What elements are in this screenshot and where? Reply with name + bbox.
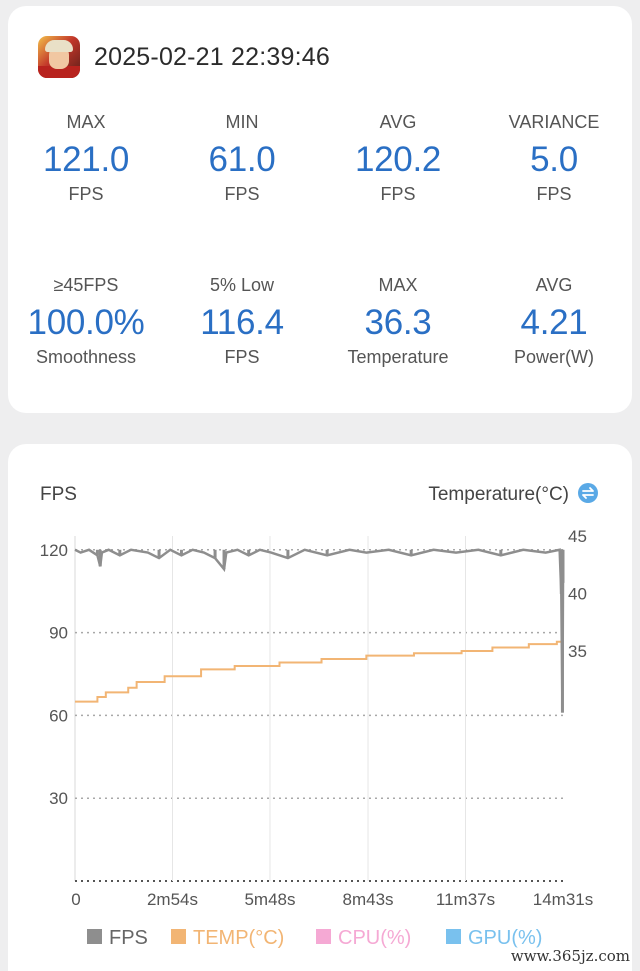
stat-unit: FPS	[536, 184, 572, 204]
x-tick-label: 14m31s	[533, 890, 593, 909]
stat-max-temperature: MAX 36.3 Temperature	[320, 273, 476, 369]
stat-min-fps: MIN 61.0 FPS	[164, 110, 320, 206]
stat-5pct-low: 5% Low 116.4 FPS	[164, 273, 320, 369]
stat-max-fps: MAX 121.0 FPS	[8, 110, 164, 206]
stat-value: 5.0	[530, 140, 578, 179]
legend-swatch	[446, 929, 461, 944]
legend-item-fps: FPS	[87, 927, 148, 949]
stat-smoothness: ≥45FPS 100.0% Smoothness	[8, 273, 164, 369]
stat-label: 5% Low	[209, 275, 275, 295]
stat-label: MIN	[225, 112, 259, 132]
y-right-tick-label: 35	[568, 642, 587, 661]
session-header: 2025-02-21 22:39:46	[38, 36, 330, 78]
y-left-tick-label: 90	[49, 624, 68, 643]
legend-swatch	[87, 929, 102, 944]
y-right-tick-label: 45	[568, 527, 587, 546]
legend-item-tempc: TEMP(°C)	[171, 927, 284, 949]
legend-label: CPU(%)	[338, 927, 411, 949]
stat-unit: FPS	[68, 184, 104, 204]
chart-card: FPS Temperature(°C) 120 90 60 30 0 2m54s 5m48s…	[8, 444, 632, 971]
y-left-tick-label: 60	[49, 706, 68, 725]
stat-value: 100.0%	[27, 303, 145, 342]
stats-row-misc: ≥45FPS 100.0% Smoothness 5% Low 116.4 FP…	[8, 273, 632, 369]
series-fps-line	[74, 548, 565, 713]
legend-swatch	[171, 929, 186, 944]
stat-unit: Temperature	[347, 347, 449, 367]
legend-label: GPU(%)	[468, 927, 542, 949]
stat-label: AVG	[379, 112, 417, 132]
y-right-tick-label: 40	[568, 585, 587, 604]
legend-item-cpu: CPU(%)	[316, 927, 411, 949]
x-tick-label: 5m48s	[244, 890, 295, 909]
stat-value: 4.21	[520, 303, 588, 342]
legend-swatch	[316, 929, 331, 944]
stat-value: 120.2	[354, 140, 442, 179]
stat-value: 121.0	[42, 140, 130, 179]
legend-label: FPS	[109, 927, 148, 949]
y-left-tick-label: 30	[49, 789, 68, 808]
stats-card: 2025-02-21 22:39:46 MAX 121.0 FPS MIN 61…	[8, 6, 632, 413]
watermark: www.365jz.com	[508, 947, 632, 965]
x-tick-label: 8m43s	[343, 890, 394, 909]
fps-temperature-chart: FPS Temperature(°C) 120 90 60 30 0 2m54s 5m48s…	[40, 483, 598, 949]
stat-label: ≥45FPS	[53, 275, 119, 295]
x-tick-label: 2m54s	[147, 890, 198, 909]
x-tick-label: 0	[71, 890, 80, 909]
session-timestamp: 2025-02-21 22:39:46	[94, 42, 330, 71]
stat-label: AVG	[535, 275, 573, 295]
stat-unit: Power(W)	[514, 347, 594, 367]
right-axis-title: Temperature(°C)	[428, 484, 569, 505]
stat-value: 61.0	[208, 140, 276, 179]
stat-label: MAX	[378, 275, 418, 295]
stat-avg-fps: AVG 120.2 FPS	[320, 110, 476, 206]
x-tick-label: 11m37s	[436, 890, 495, 909]
stat-unit: FPS	[380, 184, 416, 204]
series-temp-line	[75, 640, 563, 703]
left-axis-title: FPS	[40, 484, 77, 505]
stat-value: 36.3	[364, 303, 432, 342]
legend-label: TEMP(°C)	[193, 927, 284, 949]
swap-arrows-icon[interactable]	[578, 483, 598, 503]
stat-label: VARIANCE	[508, 112, 600, 132]
stat-unit: FPS	[224, 184, 260, 204]
stat-unit: Smoothness	[35, 347, 137, 367]
game-hero-icon	[38, 36, 80, 78]
stat-value: 116.4	[200, 303, 284, 342]
y-left-tick-label: 120	[40, 541, 68, 560]
stats-row-fps: MAX 121.0 FPS MIN 61.0 FPS AVG 120.2 FPS…	[8, 110, 632, 206]
stat-variance: VARIANCE 5.0 FPS	[476, 110, 632, 206]
legend-item-gpu: GPU(%)	[446, 927, 542, 949]
stat-label: MAX	[66, 112, 106, 132]
stat-unit: FPS	[224, 347, 260, 367]
stat-avg-power: AVG 4.21 Power(W)	[476, 273, 632, 369]
